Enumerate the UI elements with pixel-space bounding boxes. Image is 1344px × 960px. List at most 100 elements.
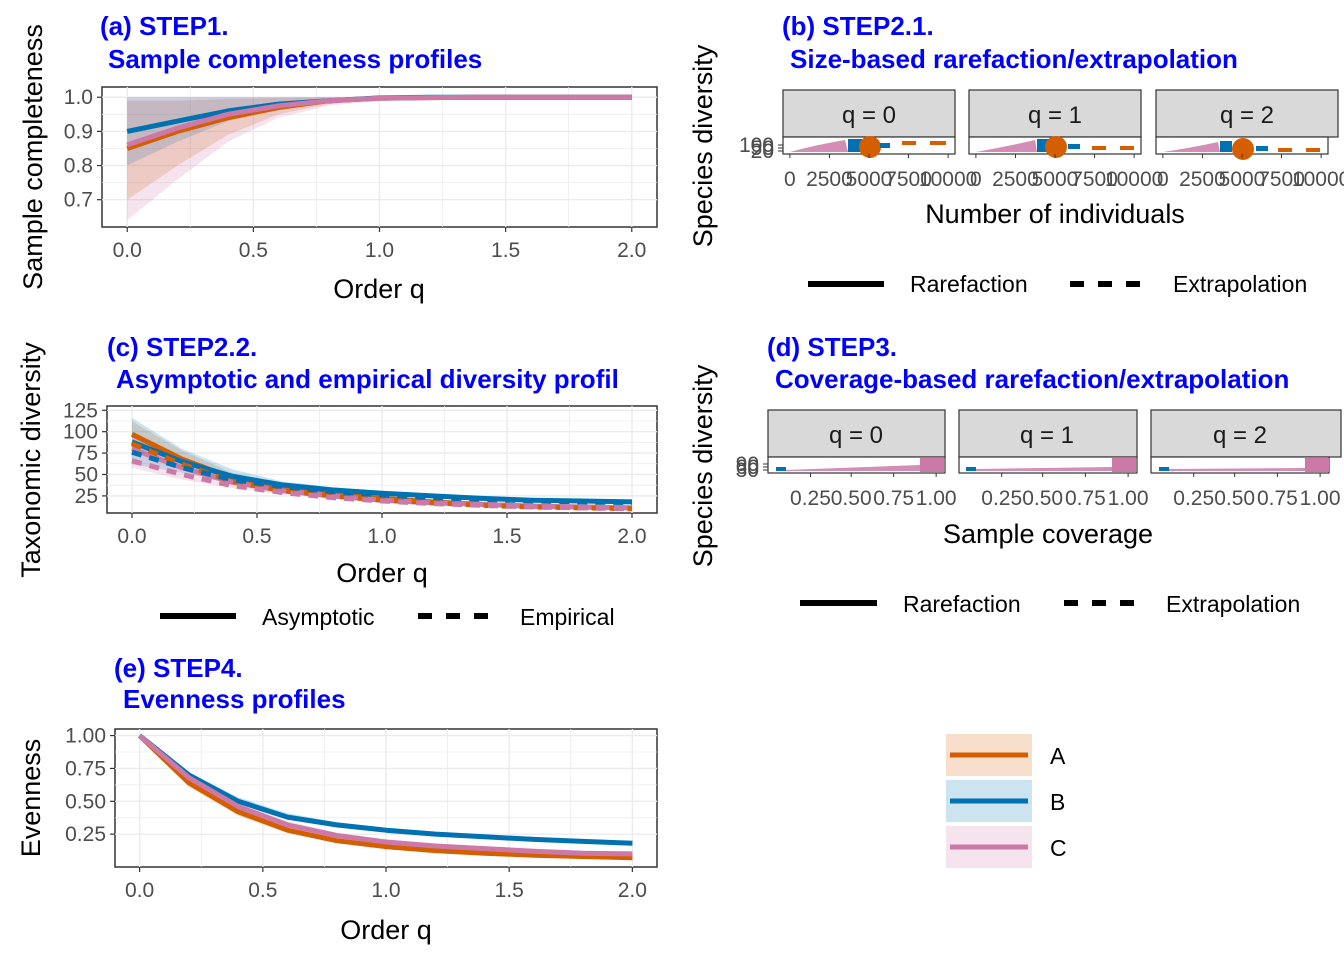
curve-b bbox=[848, 139, 862, 152]
curve-c bbox=[976, 140, 1037, 152]
y-tick-label: 0.8 bbox=[64, 155, 93, 178]
panel-b-subtitle: Size-based rarefaction/extrapolation bbox=[790, 44, 1238, 74]
x-tick-label: 1.00 bbox=[1108, 487, 1149, 510]
panel-b-facet-q1: q = 1 bbox=[968, 89, 1142, 158]
y-tick-label: 90 bbox=[736, 453, 759, 476]
panel-b: (b) STEP2.1. Size-based rarefaction/extr… bbox=[688, 11, 1344, 297]
legend-extrapolation-label: Extrapolation bbox=[1166, 591, 1300, 617]
series-line-c bbox=[126, 94, 632, 148]
curve-c bbox=[1163, 142, 1220, 152]
legend-asymptotic-label: Asymptotic bbox=[262, 604, 374, 630]
legend-extrapolation-label: Extrapolation bbox=[1173, 271, 1307, 297]
x-tick-label: 0.50 bbox=[1214, 487, 1255, 510]
x-tick-label: 1.0 bbox=[371, 879, 400, 902]
x-tick-label: 0.25 bbox=[1173, 487, 1214, 510]
y-tick-label: 0.75 bbox=[65, 757, 106, 780]
x-tick-label: 0.5 bbox=[242, 525, 271, 548]
x-tick-label: 2.0 bbox=[617, 525, 646, 548]
panel-e-subtitle: Evenness profiles bbox=[123, 684, 346, 714]
x-tick-label: 10000 bbox=[1292, 168, 1344, 191]
x-tick-label: 5000 bbox=[846, 168, 893, 191]
x-tick-label: 0.75 bbox=[1257, 487, 1298, 510]
x-tick-label: 5000 bbox=[1219, 168, 1266, 191]
x-tick-label: 2500 bbox=[992, 168, 1039, 191]
y-tick-label: 50 bbox=[75, 463, 98, 486]
panel-c-gridlines bbox=[107, 406, 657, 513]
panel-d-x-label: Sample coverage bbox=[943, 519, 1153, 549]
y-tick-label: 1.00 bbox=[65, 725, 106, 748]
panel-a-y-ticks: 0.7 0.8 0.9 1.0 bbox=[64, 86, 102, 212]
panel-b-facet-q2: q = 2 bbox=[1155, 89, 1339, 160]
panel-b-title: (b) STEP2.1. bbox=[782, 11, 934, 41]
curve-a bbox=[859, 136, 881, 158]
panel-a-title: (a) STEP1. bbox=[100, 11, 229, 41]
x-tick-label: 2.0 bbox=[618, 879, 647, 902]
curve-a bbox=[1045, 136, 1067, 158]
facet-strip-label: q = 2 bbox=[1220, 102, 1274, 129]
facet-strip bbox=[968, 89, 1142, 138]
x-tick-label: 2.0 bbox=[617, 239, 646, 262]
legend-label-a: A bbox=[1050, 743, 1066, 769]
x-tick-label: 1.00 bbox=[1300, 487, 1341, 510]
legend-empirical-label: Empirical bbox=[520, 604, 615, 630]
x-tick-label: 0.25 bbox=[981, 487, 1022, 510]
panel-b-x-label: Number of individuals bbox=[925, 199, 1185, 229]
panel-a-x-label: Order q bbox=[333, 274, 425, 304]
panel-c: (c) STEP2.2. Asymptotic and empirical di… bbox=[16, 332, 658, 630]
panel-c-lines bbox=[130, 431, 633, 512]
legend-label-c: C bbox=[1050, 835, 1067, 861]
curve-a-ext2 bbox=[1120, 146, 1134, 150]
panel-d-subtitle-clip: Coverage-based rarefaction/extrapolation bbox=[775, 364, 1289, 394]
x-tick-label: 0.75 bbox=[1065, 487, 1106, 510]
x-tick-label: 1.5 bbox=[492, 525, 521, 548]
x-tick-label: 0.0 bbox=[125, 879, 154, 902]
curve-a bbox=[1232, 138, 1254, 160]
curve-c bbox=[976, 467, 1112, 471]
x-tick-label: 7500 bbox=[1258, 168, 1305, 191]
curve-b-ext bbox=[1068, 144, 1080, 149]
panel-c-x-ticks: 0.0 0.5 1.0 1.5 2.0 bbox=[117, 513, 647, 548]
ribbon-a bbox=[127, 97, 632, 200]
panel-d-facet-q0: q = 0 bbox=[767, 409, 946, 474]
curve-a-ext bbox=[902, 141, 916, 145]
x-tick-label: 2500 bbox=[1179, 168, 1226, 191]
facet-strip-label: q = 0 bbox=[842, 102, 896, 129]
panel-d-title: (d) STEP3. bbox=[767, 332, 897, 362]
panel-d-x-ticks: 0.25 0.50 0.75 1.00 0.25 0.50 0.75 1.00 0.25 0.50… bbox=[790, 473, 1341, 510]
series-line-a bbox=[137, 733, 633, 861]
x-tick-label: 0.5 bbox=[248, 879, 277, 902]
x-tick-label: 1.5 bbox=[491, 239, 520, 262]
curve-c bbox=[786, 465, 920, 471]
panel-c-y-label: Taxonomic diversity bbox=[16, 342, 46, 578]
panel-a: (a) STEP1. Sample completeness profiles … bbox=[18, 11, 658, 304]
curve-a-ext2 bbox=[1306, 148, 1320, 152]
curve-b bbox=[1220, 141, 1232, 152]
x-tick-label: 0.0 bbox=[117, 525, 146, 548]
panel-e-x-ticks: 0.0 0.5 1.0 1.5 2.0 bbox=[125, 867, 647, 902]
y-tick-label: 125 bbox=[63, 399, 98, 422]
curve-c bbox=[790, 140, 848, 152]
x-tick-label: 10000 bbox=[1105, 168, 1163, 191]
x-tick-label: 0.50 bbox=[1022, 487, 1063, 510]
x-tick-label: 1.0 bbox=[365, 239, 394, 262]
ribbon-c bbox=[127, 97, 632, 221]
panel-a-subtitle: Sample completeness profiles bbox=[108, 44, 482, 74]
x-tick-label: 0 bbox=[970, 168, 982, 191]
series-line-b bbox=[138, 733, 633, 846]
x-tick-label: 7500 bbox=[885, 168, 932, 191]
panel-d-legend: Rarefaction Extrapolation bbox=[800, 591, 1300, 617]
x-tick-label: 1.0 bbox=[367, 525, 396, 548]
panel-a-y-label: Sample completeness bbox=[18, 24, 48, 290]
panel-e-y-label: Evenness bbox=[16, 739, 46, 858]
y-tick-label: 50 bbox=[751, 137, 774, 160]
facet-strip-label: q = 0 bbox=[829, 422, 883, 449]
y-tick-label: 25 bbox=[75, 485, 98, 508]
x-tick-label: 0 bbox=[784, 168, 796, 191]
y-tick-label: 60 bbox=[736, 456, 759, 479]
panel-d: (d) STEP3. Coverage-based rarefaction/ex… bbox=[688, 332, 1342, 617]
panel-b-facet-q0: q = 0 bbox=[782, 89, 956, 158]
curve-b-ext bbox=[1256, 146, 1268, 151]
